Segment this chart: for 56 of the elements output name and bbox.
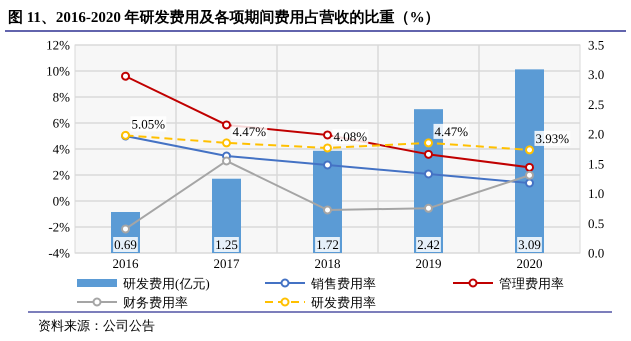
y-tick-label: 6% [52,116,70,130]
x-tick-label: 2020 [516,256,542,271]
x-tick-label: 2018 [314,256,340,271]
legend-label: 财务费用率 [123,295,188,310]
y-tick-label: -4% [48,246,70,260]
y-tick-label: -2% [48,220,70,234]
point [121,224,130,234]
point [525,162,534,172]
text: 资料来源：公司公告 [38,318,155,333]
point [121,72,130,81]
data-label: 4.47% [434,124,468,139]
point [222,120,231,130]
point [525,145,534,154]
data-label: 1.72 [316,237,339,252]
point [323,160,332,170]
x-tick-label: 2017 [214,256,240,271]
point [424,150,433,159]
point [424,204,433,213]
point [323,205,332,214]
data-label: 3.09 [518,237,541,252]
data-label: 0.69 [114,237,137,252]
point [222,156,231,166]
data-label: 1.25 [215,237,238,252]
chart-title: 图 11、2016-2020 年研发费用及各项期间费用占营收的比重（%） [8,9,440,26]
point [525,178,534,188]
y2-tick-label: 3.5 [588,38,604,52]
y2-tick-label: 3.0 [588,67,604,82]
point [323,130,332,140]
point [424,138,433,148]
data-label: 5.05% [132,116,166,132]
legend-label: 销售费用率 [310,276,376,291]
data-label: 4.47% [232,124,266,139]
y-tick-label: 12% [46,38,70,52]
y2-tick-label: 2.5 [588,96,604,112]
point [323,143,332,152]
legend-label: 管理费用率 [499,276,564,291]
data-label: 4.08% [334,128,368,144]
x-tick-label: 2019 [416,256,442,271]
y2-tick-label: 0.0 [588,246,604,260]
point [222,138,231,148]
data-label: 2.42 [417,237,440,252]
data-label: 3.93% [536,130,570,146]
x-tick-label: 2016 [112,256,139,271]
point [525,170,534,180]
y-tick-label: 0% [52,194,70,208]
y-tick-label: 2% [52,168,70,182]
point [424,169,433,178]
y-tick-label: 4% [52,142,70,156]
y2-tick-label: 0.5 [588,216,604,231]
y2-tick-label: 1.0 [588,186,604,202]
legend-label: 研发费用(亿元) [123,276,210,291]
y-tick-label: 8% [52,90,70,104]
legend-label: 研发费用率 [311,295,376,310]
y2-tick-label: 2.0 [588,126,604,142]
y2-tick-label: 1.5 [588,156,604,172]
y-tick-label: 10% [46,64,70,78]
